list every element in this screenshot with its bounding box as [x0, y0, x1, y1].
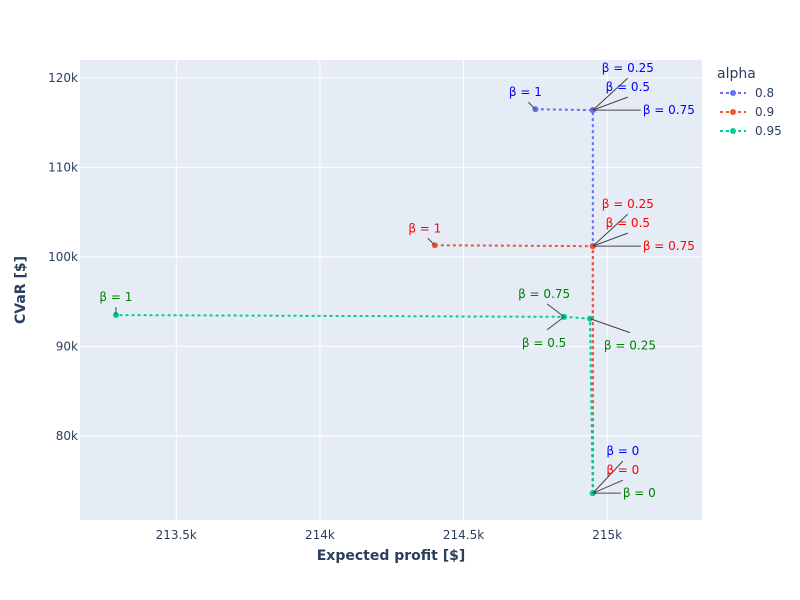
annotation-arrow [427, 237, 436, 246]
annotation-arrow [528, 101, 536, 110]
legend-swatch-marker [730, 90, 736, 96]
data-label: β = 1 [408, 221, 441, 235]
legend-item-0.8[interactable]: 0.8 [720, 86, 774, 100]
annotation-arrow [592, 77, 629, 111]
data-label: β = 0.5 [606, 80, 650, 94]
y-tick-label: 110k [48, 160, 78, 174]
legend-title: alpha [717, 66, 756, 82]
legend-swatch-marker [730, 109, 736, 115]
x-tick-label: 213.5k [156, 528, 197, 542]
grid [80, 60, 702, 520]
annotation-arrow [589, 318, 631, 334]
y-axis-title: CVaR [$] [13, 256, 29, 324]
data-label: β = 0.75 [643, 239, 695, 253]
y-tick-label: 90k [56, 339, 78, 353]
legend-label: 0.95 [755, 124, 782, 138]
x-tick-label: 215k [592, 528, 622, 542]
annotation-arrow [546, 303, 565, 318]
data-label: β = 0 [623, 486, 656, 500]
legend[interactable]: alpha 0.8 0.9 0.95 [717, 66, 782, 138]
annotation-layer: β = 1 β = 0.25 β = 0.5 β = 0.75 β = 1 β = 0.2… [99, 61, 694, 500]
data-label: β = 0 [606, 444, 639, 458]
annotation-arrow [592, 213, 629, 247]
annotation-arrow [592, 96, 629, 111]
data-label: β = 0.5 [522, 336, 566, 350]
legend-label: 0.9 [755, 105, 774, 119]
legend-item-0.9[interactable]: 0.9 [720, 105, 774, 119]
data-label: β = 0.25 [602, 61, 654, 75]
y-tick-label: 120k [48, 71, 78, 85]
annotation-arrow [546, 316, 565, 331]
x-tick-label: 214k [305, 528, 335, 542]
annotation-arrow [592, 460, 624, 494]
data-label: β = 1 [509, 85, 542, 99]
plot-background [80, 60, 702, 520]
annotation-arrow [592, 232, 629, 247]
series-line [115, 314, 594, 494]
x-tick-label: 214.5k [443, 528, 484, 542]
data-label: β = 0.5 [606, 216, 650, 230]
y-tick-label: 80k [56, 429, 78, 443]
x-axis-title: Expected profit [$] [317, 548, 466, 564]
data-label: β = 0.75 [518, 287, 570, 301]
data-label: β = 0.75 [643, 103, 695, 117]
data-label: β = 1 [99, 290, 132, 304]
annotation-arrow [592, 479, 624, 494]
data-label: β = 0 [606, 463, 639, 477]
data-label: β = 0.25 [604, 339, 656, 353]
ticks: 213.5k 214k 214.5k 215k 80k 90k 100k 110k 120k [48, 71, 622, 542]
legend-item-0.95[interactable]: 0.95 [720, 124, 782, 138]
legend-swatch-marker [730, 128, 736, 134]
legend-label: 0.8 [755, 86, 774, 100]
y-tick-label: 100k [48, 250, 78, 264]
data-label: β = 0.25 [602, 197, 654, 211]
